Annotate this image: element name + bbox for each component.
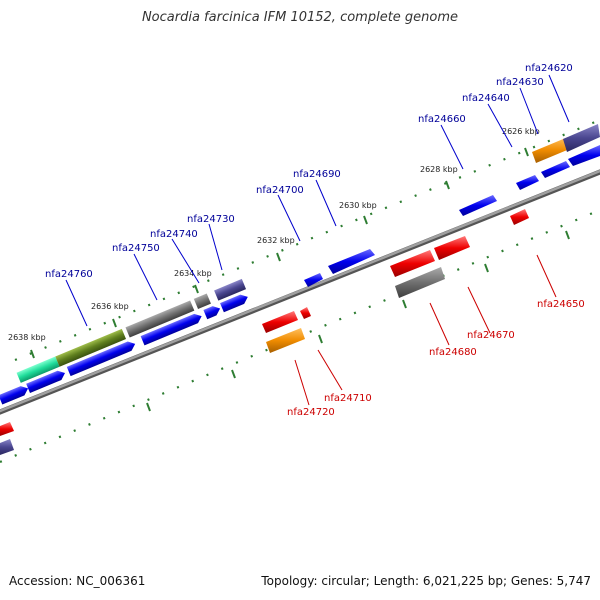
gene-label: nfa24690 [293,169,341,180]
gene-label: nfa24730 [187,214,235,225]
gene-arrow [304,273,323,287]
gene-label: nfa24650 [537,299,585,310]
gene-arrow [541,161,570,178]
gene-block [214,278,247,301]
gene-label: nfa24720 [287,407,335,418]
genome-backbone [0,169,600,415]
gene-arrow [140,313,202,346]
scale-labels: 2626 kbp 2628 kbp 2630 kbp 2632 kbp 2634… [8,127,540,342]
gene-block [266,328,305,353]
gene-arrow [203,306,221,320]
gene-block [55,328,127,367]
gene-arrow [66,341,136,377]
gene-label: nfa24740 [150,229,198,240]
gene-label: nfa24680 [429,347,477,358]
scale-label: 2630 kbp [339,201,377,210]
gene-block [563,124,600,152]
reverse-leader-lines [294,254,557,406]
gene-arrow [516,175,539,190]
gene-arrow [26,370,66,394]
genome-summary: Topology: circular; Length: 6,021,225 bp… [261,574,591,588]
gene-arrow [568,145,600,166]
gene-arrow [328,249,375,274]
genome-title: Nocardia farcinica IFM 10152, complete g… [141,10,459,25]
forward-gene-labels: nfa24620 nfa24630 nfa24640 nfa24660 nfa2… [45,63,573,280]
major-ticks [30,147,570,412]
gene-arrow [390,250,435,277]
gene-block [395,267,445,298]
scale-label: 2636 kbp [91,302,129,311]
scale-label: 2632 kbp [257,236,295,245]
reverse-gene-labels: nfa24650 nfa24670 nfa24680 nfa24710 nfa2… [287,299,585,418]
scale-label: 2626 kbp [502,127,540,136]
gene-label: nfa24640 [462,93,510,104]
gene-arrow [434,236,470,260]
gene-block [125,300,195,338]
gene-block [0,439,14,455]
gene-label: nfa24710 [324,393,372,404]
gene-arrow [0,422,14,436]
gene-label: nfa24620 [525,63,573,74]
gene-label: nfa24630 [496,77,544,88]
gene-block [16,356,60,383]
gene-label: nfa24660 [418,114,466,125]
gene-arrow [0,386,29,405]
gene-label: nfa24750 [112,243,160,254]
gene-arrow [262,311,298,333]
gene-block [193,293,211,310]
gene-arrow [459,195,497,216]
scale-label: 2638 kbp [8,333,46,342]
gene-label: nfa24700 [256,185,304,196]
gene-features [0,124,600,455]
scale-label: 2628 kbp [420,165,458,174]
forward-leader-lines [65,74,570,327]
gene-arrow [300,307,311,319]
gene-block [532,137,572,163]
upper-scale-track [14,118,600,362]
gene-label: nfa24670 [467,330,515,341]
gene-arrow [510,209,529,225]
accession-label: Accession: NC_006361 [9,574,146,588]
gene-label: nfa24760 [45,269,93,280]
gene-arrow [220,294,248,313]
